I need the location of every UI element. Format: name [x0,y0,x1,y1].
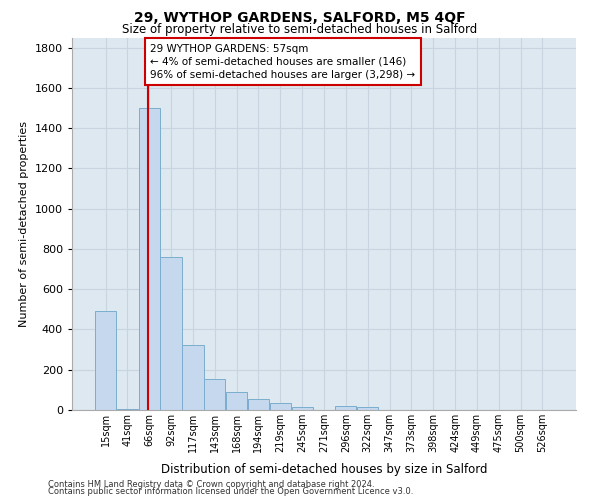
Text: 29 WYTHOP GARDENS: 57sqm
← 4% of semi-detached houses are smaller (146)
96% of s: 29 WYTHOP GARDENS: 57sqm ← 4% of semi-de… [150,44,415,80]
Bar [139,108,160,410]
Bar [357,407,378,410]
Bar [292,407,313,410]
Bar [204,379,226,410]
Text: Size of property relative to semi-detached houses in Salford: Size of property relative to semi-detach… [122,22,478,36]
Bar [335,406,356,410]
Y-axis label: Number of semi-detached properties: Number of semi-detached properties [19,120,29,327]
Bar [248,399,269,410]
Bar [226,392,247,410]
Text: Contains HM Land Registry data © Crown copyright and database right 2024.: Contains HM Land Registry data © Crown c… [48,480,374,489]
Bar [160,257,182,410]
Bar [95,312,116,410]
Text: 29, WYTHOP GARDENS, SALFORD, M5 4QF: 29, WYTHOP GARDENS, SALFORD, M5 4QF [134,11,466,25]
Bar [270,403,291,410]
Text: Contains public sector information licensed under the Open Government Licence v3: Contains public sector information licen… [48,487,413,496]
Bar [182,344,203,410]
Bar [117,409,138,410]
X-axis label: Distribution of semi-detached houses by size in Salford: Distribution of semi-detached houses by … [161,464,487,476]
